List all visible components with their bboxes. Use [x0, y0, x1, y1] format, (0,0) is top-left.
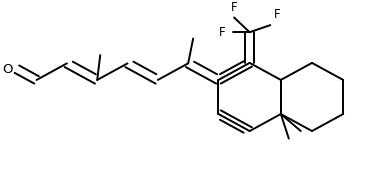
- Text: F: F: [219, 26, 226, 39]
- Text: O: O: [3, 63, 13, 76]
- Text: F: F: [231, 1, 237, 14]
- Text: F: F: [274, 8, 281, 21]
